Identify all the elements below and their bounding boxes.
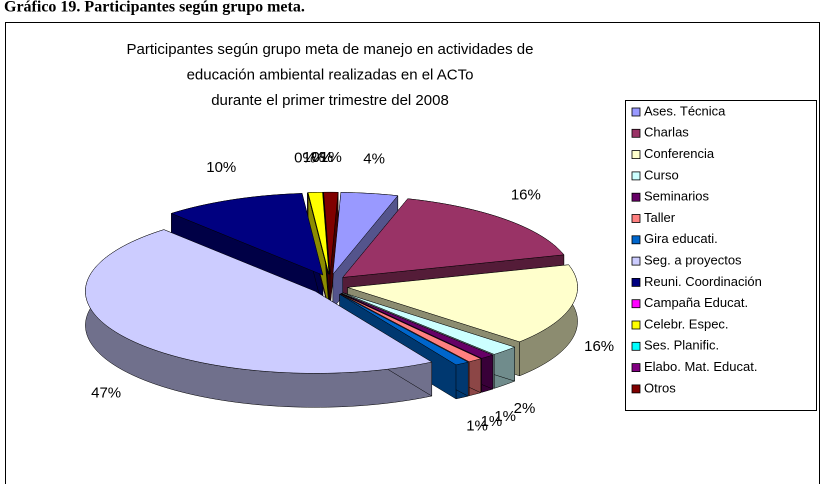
slice xyxy=(347,264,578,343)
legend-label: Gira educati. xyxy=(644,231,718,246)
legend-swatch xyxy=(631,384,641,394)
legend-label: Campaña Educat. xyxy=(644,295,748,310)
data-label: 0% xyxy=(294,149,316,166)
data-label: 10% xyxy=(206,159,236,176)
legend-swatch xyxy=(631,128,641,138)
legend-swatch xyxy=(631,341,641,351)
legend-swatch xyxy=(631,235,641,245)
slice xyxy=(341,293,494,359)
slice xyxy=(342,292,516,355)
legend-swatch xyxy=(631,299,641,309)
legend-swatch xyxy=(631,107,641,117)
legend-label: Reuni. Coordinación xyxy=(644,274,762,289)
legend-swatch xyxy=(631,150,641,160)
slice xyxy=(339,293,469,366)
legend-label: Ses. Planific. xyxy=(644,338,719,353)
data-label: 1% xyxy=(494,408,516,425)
legend-label: Taller xyxy=(644,210,676,225)
slice xyxy=(340,293,482,363)
slice xyxy=(307,192,329,275)
data-label: 47% xyxy=(91,384,121,401)
legend-swatch xyxy=(631,363,641,373)
slice xyxy=(85,229,433,374)
legend-label: Charlas xyxy=(644,125,689,140)
data-label: 2% xyxy=(514,400,536,417)
legend-label: Elabo. Mat. Educat. xyxy=(644,359,757,374)
data-label: 1% xyxy=(320,149,342,166)
chart-title: durante el primer trimestre del 2008 xyxy=(211,92,449,109)
legend-box xyxy=(625,100,817,411)
legend-swatch xyxy=(631,214,641,223)
data-label: 0% xyxy=(311,149,333,166)
data-label: 1% xyxy=(481,413,503,430)
legend-swatch xyxy=(631,192,641,202)
data-label: 16% xyxy=(511,186,541,203)
legend-label: Celebr. Espec. xyxy=(644,316,729,331)
chart-title: educación ambiental realizadas en el ACT… xyxy=(187,66,474,83)
legend-label: Conferencia xyxy=(644,146,715,161)
slice xyxy=(170,193,324,276)
slice xyxy=(307,191,330,275)
legend-label: Otros xyxy=(644,380,676,395)
slice xyxy=(342,198,565,278)
legend-swatch xyxy=(631,256,641,266)
slice xyxy=(323,191,339,275)
chart-title: Participantes según grupo meta de manejo… xyxy=(127,41,534,58)
data-label: 4% xyxy=(363,151,385,168)
legend-swatch xyxy=(631,171,641,181)
legend-swatch xyxy=(631,277,641,287)
data-label: 0% xyxy=(311,149,333,166)
data-label: 1% xyxy=(466,418,488,435)
data-label: 1% xyxy=(303,149,325,166)
legend-label: Curso xyxy=(644,167,679,182)
legend-label: Seminarios xyxy=(644,189,710,204)
legend-swatch xyxy=(631,320,641,330)
heading: Gráfico 19. Participantes según grupo me… xyxy=(4,0,305,16)
legend-label: Seg. a proyectos xyxy=(644,253,742,268)
legend-label: Ases. Técnica xyxy=(644,103,726,118)
slice xyxy=(332,192,399,276)
data-label: 16% xyxy=(584,338,614,355)
